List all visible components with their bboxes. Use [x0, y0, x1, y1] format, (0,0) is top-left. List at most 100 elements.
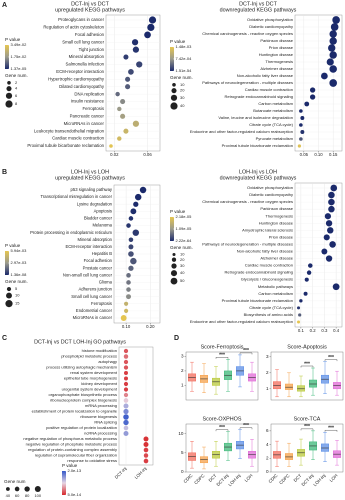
category-label: Parkinson disease [260, 38, 293, 43]
chart-title: DCT-Inj vs DCT [239, 1, 277, 7]
x-tick-label: 0.10 [122, 324, 131, 329]
legend-title: P value [170, 39, 186, 44]
color-tick-label: 5.94e-03 [11, 248, 28, 253]
y-tick-label: 6 [266, 428, 269, 433]
legend-title: P value [5, 37, 21, 42]
category-label: Pyruvate metabolism [256, 136, 294, 141]
dot [132, 120, 140, 127]
significance-label: *** [304, 361, 310, 367]
dot [130, 208, 137, 215]
legend-title: Gene num. [5, 73, 28, 78]
size-key [170, 277, 178, 285]
plot-area [270, 423, 344, 473]
category-label: Adherens junction [78, 287, 112, 292]
category-label: Prostate cancer [83, 265, 113, 270]
category-label: epithelial tube morphogenesis [64, 376, 117, 381]
y-tick-label: 0 [181, 469, 184, 474]
y-tick-label: 1 [266, 386, 269, 391]
size-key-label: 30 [180, 263, 185, 268]
category-label: Endocrine and other factor-regulated cal… [190, 319, 293, 324]
dot [147, 23, 155, 32]
x-tick-label: LOH-Inj [312, 473, 326, 487]
category-label: Citrate cycle (TCA cycle) [249, 305, 293, 310]
significance-label: *** [304, 424, 310, 430]
dot [332, 16, 340, 24]
x-tick-label: 0.15 [329, 152, 338, 157]
color-bar [5, 45, 9, 69]
category-label: Amyotrophic lateral sclerosis [242, 227, 293, 232]
color-bar [170, 47, 174, 71]
x-tick-label: 0.20 [146, 324, 155, 329]
dot [123, 414, 129, 420]
dot [325, 220, 333, 227]
dot [327, 227, 334, 234]
dot [126, 294, 131, 300]
category-label: Small cell lung cancer [62, 39, 104, 44]
category-label: Retrograde endocannabinoid signaling [225, 270, 294, 275]
size-key [14, 486, 20, 492]
category-label: urogenital system development [62, 387, 118, 392]
dot [128, 251, 134, 257]
category-label: Regulation of actin cytoskeleton [43, 25, 104, 30]
dot [123, 376, 129, 381]
dot [123, 354, 129, 359]
dot [123, 54, 129, 60]
category-label: ECM-receptor interaction [56, 69, 104, 74]
dot [330, 184, 338, 192]
dot [133, 201, 139, 207]
dot [297, 320, 301, 324]
dot [300, 130, 305, 134]
dot [321, 72, 328, 80]
plot-area [185, 351, 259, 401]
x-tick-label: CDPC [193, 473, 205, 485]
dot [126, 273, 131, 278]
category-label: negative regulation of phosphorus metabo… [23, 436, 117, 441]
size-key [170, 102, 178, 110]
size-key [34, 486, 41, 492]
category-label: Lysine degradation [77, 201, 113, 206]
x-tick-label: CDPC [278, 473, 290, 485]
size-key-label: 4 [15, 86, 18, 91]
category-label: process utilizing autophagic mechanism [46, 365, 117, 370]
size-key [172, 83, 176, 87]
legend-title: P value [62, 463, 78, 468]
dot [325, 255, 333, 262]
color-tick-label: 1.51e-54 [176, 68, 193, 73]
category-label: Pathways of neurodegeneration - multiple… [202, 241, 293, 246]
category-label: Endocrine and other factor-regulated cal… [190, 129, 293, 134]
dot [299, 299, 303, 303]
category-label: DNA replication [74, 91, 104, 96]
dot [123, 381, 129, 387]
category-label: Proximal tubule bicarbonate reclamation [222, 298, 293, 303]
dot [117, 136, 122, 141]
dot [128, 216, 134, 221]
dot [115, 91, 120, 97]
category-label: Citrate cycle (TCA cycle) [249, 122, 293, 127]
significance-bracket [324, 430, 338, 432]
dot [324, 213, 332, 220]
x-tick-label: 0.2 [310, 328, 317, 333]
category-label: Leukocyte transendothelial migration [34, 128, 105, 133]
dot [130, 257, 137, 265]
significance-bracket [300, 428, 314, 431]
panel-label: D [174, 335, 179, 342]
size-key [5, 300, 13, 308]
color-tick-label: 1.09e-05 [176, 226, 193, 231]
size-key [170, 270, 178, 277]
dot [299, 137, 303, 141]
chart-title: DCT-Inj vs DCT LOH-Inj GO pathways [34, 339, 126, 345]
dot [328, 198, 335, 206]
category-label: Huntington disease [259, 220, 294, 225]
dot [297, 306, 301, 310]
box [297, 385, 305, 392]
category-label: Proximal tubule bicarbonate reclamation [222, 143, 293, 148]
category-label: Biosynthesis of amino acids [244, 312, 293, 317]
color-bar [62, 471, 66, 495]
category-label: Carbon metabolism [258, 291, 293, 296]
category-label: MicroRNAs in cancer [64, 121, 105, 126]
plot-area [294, 182, 343, 328]
size-key-label: 50 [180, 278, 185, 283]
y-tick-label: 3 [181, 354, 184, 359]
chart-title: downregulated KEGG pathways [220, 7, 297, 13]
dot [123, 408, 129, 415]
